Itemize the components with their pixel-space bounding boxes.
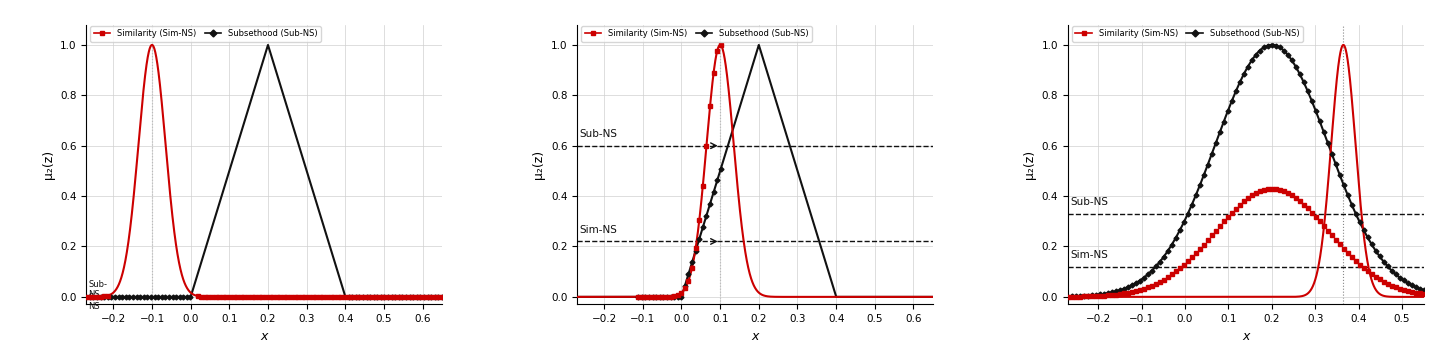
X-axis label: x: x xyxy=(1242,330,1250,343)
Y-axis label: μ₂(z): μ₂(z) xyxy=(42,150,55,179)
Text: Sub-NS: Sub-NS xyxy=(580,130,617,139)
Legend: Similarity (Sim-NS), Subsethood (Sub-NS): Similarity (Sim-NS), Subsethood (Sub-NS) xyxy=(1073,26,1303,42)
Legend: Similarity (Sim-NS), Subsethood (Sub-NS): Similarity (Sim-NS), Subsethood (Sub-NS) xyxy=(581,26,812,42)
Text: Sub-NS: Sub-NS xyxy=(1070,198,1109,207)
Text: Sim-
NS: Sim- NS xyxy=(88,292,106,311)
Y-axis label: μ₂(z): μ₂(z) xyxy=(1024,150,1037,179)
Y-axis label: μ₂(z): μ₂(z) xyxy=(532,150,545,179)
Text: Sub-
NS: Sub- NS xyxy=(88,280,108,299)
X-axis label: x: x xyxy=(260,330,267,343)
Legend: Similarity (Sim-NS), Subsethood (Sub-NS): Similarity (Sim-NS), Subsethood (Sub-NS) xyxy=(91,26,321,42)
Text: Sim-NS: Sim-NS xyxy=(580,225,617,235)
Text: Sim-NS: Sim-NS xyxy=(1070,250,1109,260)
X-axis label: x: x xyxy=(751,330,759,343)
